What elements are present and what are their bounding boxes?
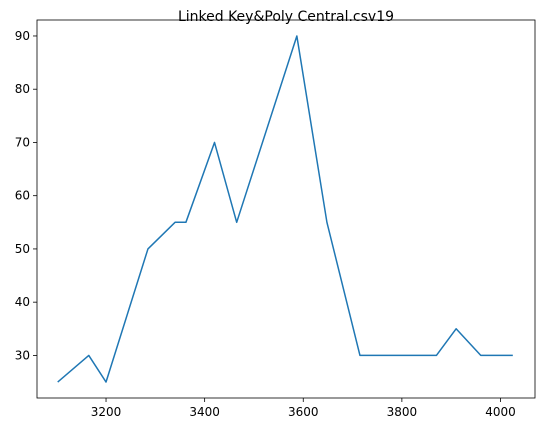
- x-tick-label: 3600: [288, 405, 319, 419]
- series-line-0: [57, 35, 513, 383]
- plot-area: 3200 3400 3600 3800 4000 30 40 50 60 70 80 90: [15, 19, 536, 419]
- x-axis: 3200 3400 3600 3800 4000: [91, 398, 516, 419]
- chart-title: Linked Key&Poly Central.csv19: [178, 9, 394, 25]
- x-tick-label: 3400: [189, 405, 220, 419]
- y-axis: 30 40 50 60 70 80 90: [15, 29, 37, 362]
- y-tick-label: 30: [15, 348, 30, 362]
- y-tick-label: 50: [15, 242, 30, 256]
- y-tick-label: 40: [15, 295, 30, 309]
- y-tick-label: 60: [15, 189, 30, 203]
- series-layer: [57, 35, 513, 383]
- y-tick-label: 90: [15, 29, 30, 43]
- axes-frame: [36, 19, 536, 399]
- y-tick-label: 70: [15, 135, 30, 149]
- x-tick-label: 3200: [91, 405, 122, 419]
- y-tick-label: 80: [15, 82, 30, 96]
- x-tick-label: 4000: [485, 405, 516, 419]
- x-tick-label: 3800: [387, 405, 418, 419]
